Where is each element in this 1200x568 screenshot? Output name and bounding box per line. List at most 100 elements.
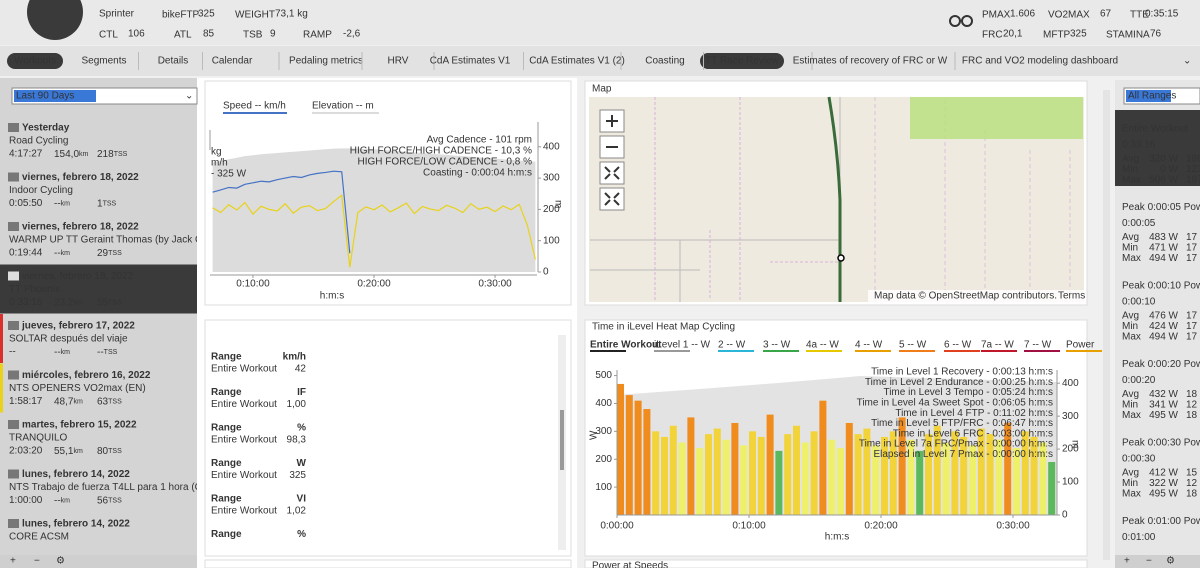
legend-entry[interactable]: Speed -- km/h xyxy=(223,101,286,112)
range-stat-label: Min xyxy=(1122,321,1138,332)
legend-entry[interactable]: 2 -- W xyxy=(718,340,746,351)
map-marker xyxy=(837,254,845,262)
add-range[interactable]: + xyxy=(1124,556,1130,567)
add-button[interactable]: + xyxy=(10,556,16,567)
right-scrollbar[interactable] xyxy=(1103,90,1110,560)
range-stat-label: Max xyxy=(1122,332,1141,343)
tab[interactable]: Workouts xyxy=(14,56,56,67)
km-value: -- xyxy=(54,347,61,358)
legend-entry[interactable]: 3 -- W xyxy=(763,340,791,351)
legend-entry[interactable]: Entire Workout xyxy=(590,340,662,351)
fullscreen[interactable] xyxy=(599,161,625,185)
workout-name: Road Cycling xyxy=(9,136,68,147)
legend-entry[interactable]: 7a -- W xyxy=(981,340,1014,351)
tab[interactable]: FRC and VO2 modeling dashboard xyxy=(962,56,1118,67)
bar xyxy=(661,436,668,515)
bottom-panel-right xyxy=(584,559,1088,568)
sidebar-toolbar xyxy=(0,555,197,568)
legend-entry[interactable]: Power xyxy=(1066,340,1095,351)
tab[interactable]: Estimates of recovery of FRC or W xyxy=(793,56,948,67)
range-stat-value: 0 W xyxy=(1160,164,1178,175)
x-tick-label: 0:30:00 xyxy=(478,279,512,290)
remove-button[interactable]: − xyxy=(34,556,40,567)
tab[interactable]: Calendar xyxy=(212,56,253,67)
workout-item[interactable]: martes, febrero 15, 2022 TRANQUILO 2:03:20… xyxy=(8,420,137,457)
workout-icon xyxy=(8,321,19,330)
avatar[interactable] xyxy=(27,0,83,40)
tab[interactable]: Details xyxy=(158,56,189,67)
workout-name: Indoor Cycling xyxy=(9,185,73,196)
remove-range[interactable]: − xyxy=(1146,556,1152,567)
workout-item[interactable]: viernes, febrero 18, 2022 TT Phoenix 0:33:… xyxy=(0,264,197,314)
ranges-selected[interactable]: All Ranges xyxy=(1128,91,1176,102)
bar xyxy=(634,400,642,515)
tab[interactable]: Segments xyxy=(81,56,126,67)
stat-value: 67 xyxy=(1100,9,1112,20)
legend-entry[interactable]: iLevel 1 -- W xyxy=(654,340,711,351)
clipped-label: m/h xyxy=(211,158,228,169)
workout-item[interactable]: viernes, febrero 18, 2022 WARMP UP TT Ger… xyxy=(8,222,224,259)
x-axis-title: h:m:s xyxy=(825,532,849,543)
workout-item[interactable]: Yesterday Road Cycling 4:17:27 154,0km 218TS… xyxy=(8,123,128,160)
metric-label: Entire Workout xyxy=(211,435,277,446)
legend-entry[interactable]: 5 -- W xyxy=(899,340,927,351)
km-value: -- xyxy=(54,198,61,209)
metric-unit: km/h xyxy=(283,352,306,363)
range-card[interactable] xyxy=(1115,110,1200,186)
bar xyxy=(775,450,783,515)
stat-label: bikeFTP xyxy=(162,10,200,21)
range-card[interactable] xyxy=(1115,424,1200,500)
legend-entry[interactable]: Elevation -- m xyxy=(312,101,374,112)
legend-entry[interactable]: 6 -- W xyxy=(944,340,972,351)
bar xyxy=(837,448,844,515)
range-stat-extra: 187 xyxy=(1186,175,1200,186)
tab[interactable]: HRV xyxy=(388,56,409,67)
tabs-more[interactable]: ⌄ xyxy=(1183,56,1191,67)
range-card[interactable] xyxy=(1115,267,1200,343)
tab[interactable]: Coasting xyxy=(645,56,684,67)
legend-entry[interactable]: 4 -- W xyxy=(855,340,883,351)
tab[interactable]: TT Race Review xyxy=(705,56,780,67)
workout-item[interactable]: miércoles, febrero 16, 2022 NTS OPENERS V… xyxy=(0,363,151,413)
range-card[interactable] xyxy=(1115,345,1200,422)
workout-item[interactable]: lunes, febrero 14, 2022 NTS Trabajo de fu… xyxy=(8,469,249,506)
legend-entry[interactable]: 4a -- W xyxy=(806,340,839,351)
range-stat-extra: 17 xyxy=(1186,253,1198,264)
scroll-thumb[interactable] xyxy=(560,410,564,470)
legend-entry[interactable]: 7 -- W xyxy=(1024,340,1052,351)
bar xyxy=(969,445,976,515)
range-selected[interactable]: Last 90 Days xyxy=(16,91,74,102)
workout-item[interactable]: jueves, febrero 17, 2022 SOLTAR después d… xyxy=(0,314,135,363)
stat-value: 1.606 xyxy=(1010,9,1035,20)
sidebar xyxy=(0,78,197,556)
range-title: Peak 0:00:30 Power xyxy=(1122,438,1200,449)
range-stat-label: Max xyxy=(1122,175,1141,186)
bar xyxy=(933,425,941,515)
x-tick-label: 0:10:00 xyxy=(732,521,766,532)
stat-label: PMAX xyxy=(982,10,1011,21)
range-card[interactable] xyxy=(1115,188,1200,265)
tab[interactable]: Pedaling metrics xyxy=(289,56,363,67)
workout-item[interactable]: viernes, febrero 18, 2022 Indoor Cycling 0… xyxy=(8,172,139,209)
tab[interactable]: CdA Estimates V1 xyxy=(430,56,511,67)
range-stat-label: Min xyxy=(1122,400,1138,411)
range-title: Peak 0:00:20 Power xyxy=(1122,359,1200,370)
tab[interactable]: CdA Estimates V1 (2) xyxy=(529,56,625,67)
x-tick-label: 0:20:00 xyxy=(864,521,898,532)
map-terms[interactable]: Terms xyxy=(1058,291,1085,302)
fit[interactable] xyxy=(599,187,625,211)
bar xyxy=(810,431,818,515)
bar xyxy=(757,436,765,515)
metric-unit: % xyxy=(297,423,306,434)
range-stat-value: 432 W xyxy=(1149,389,1178,400)
range-settings[interactable]: ⚙ xyxy=(1166,556,1175,567)
range-card[interactable] xyxy=(1115,502,1200,568)
annotation: Time in Level 4 FTP - 0:11:02 h:m:s xyxy=(895,408,1053,419)
metrics-table: Range km/h Entire Workout 42 Range IF Entire W… xyxy=(211,352,307,541)
range-time: 0:01:00 xyxy=(1122,532,1156,543)
range-stat-value: 320 W xyxy=(1149,154,1178,165)
km-value: -- xyxy=(54,248,61,259)
workout-item[interactable]: lunes, febrero 14, 2022 CORE ACSM xyxy=(8,519,130,543)
settings-button[interactable]: ⚙ xyxy=(56,556,65,567)
bar xyxy=(687,417,695,515)
